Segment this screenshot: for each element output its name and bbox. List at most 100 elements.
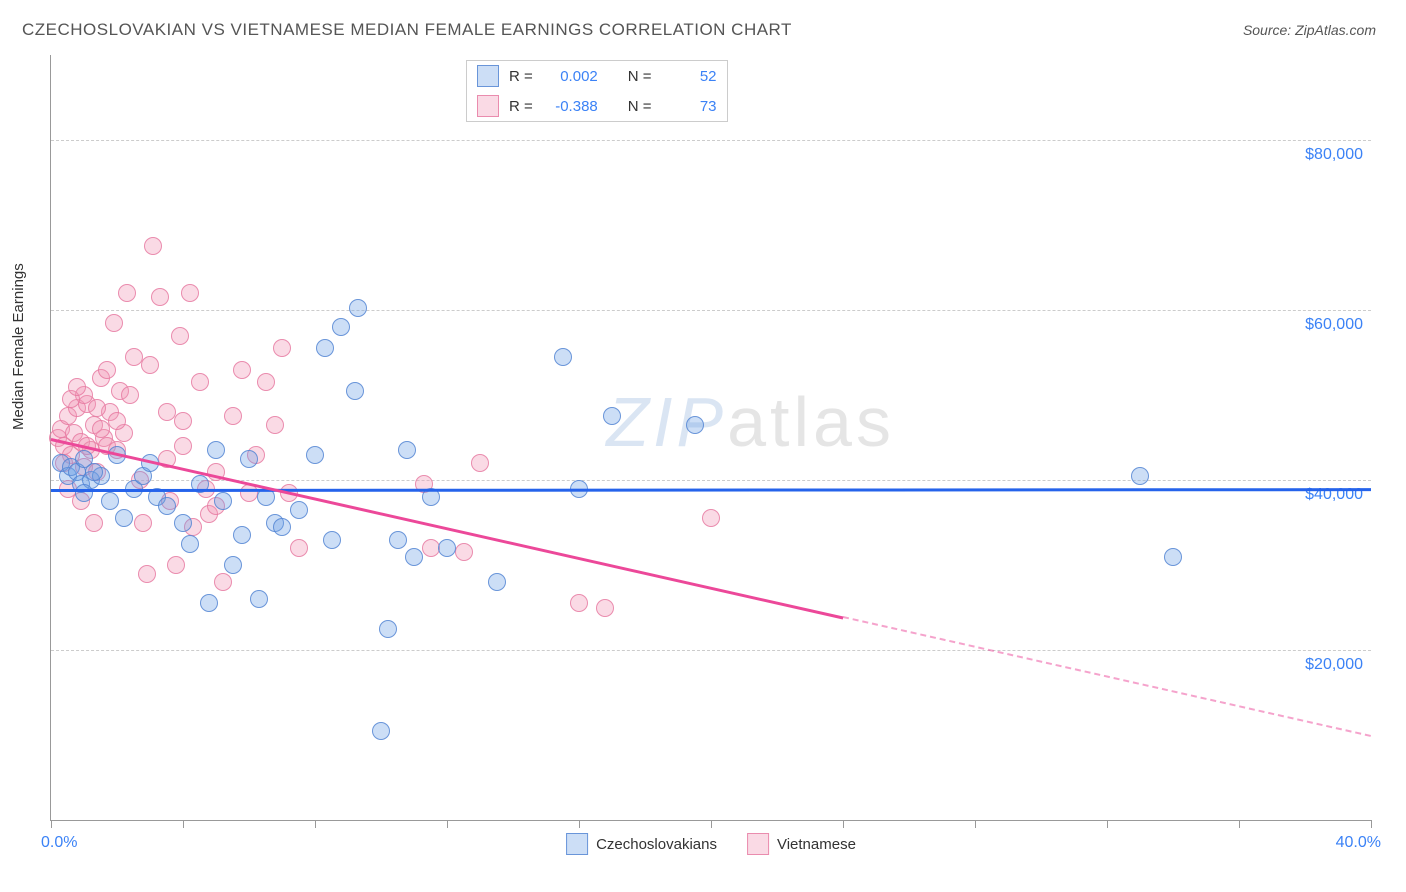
- stats-r-label: R =: [509, 98, 533, 115]
- scatter-point: [141, 356, 159, 374]
- scatter-point: [686, 416, 704, 434]
- y-tick-label: $20,000: [1305, 656, 1373, 674]
- scatter-point: [422, 539, 440, 557]
- watermark: ZIPatlas: [606, 382, 895, 462]
- chart-title: CZECHOSLOVAKIAN VS VIETNAMESE MEDIAN FEM…: [22, 20, 792, 40]
- scatter-point: [171, 327, 189, 345]
- scatter-point: [121, 386, 139, 404]
- scatter-point: [191, 373, 209, 391]
- scatter-point: [257, 373, 275, 391]
- scatter-point: [118, 284, 136, 302]
- y-axis-label: Median Female Earnings: [10, 263, 27, 430]
- scatter-point: [224, 556, 242, 574]
- scatter-point: [323, 531, 341, 549]
- scatter-point: [144, 237, 162, 255]
- legend-label: Czechoslovakians: [596, 836, 717, 853]
- legend-item: Vietnamese: [747, 833, 856, 855]
- scatter-point: [85, 463, 103, 481]
- scatter-point: [174, 514, 192, 532]
- trend-line: [843, 616, 1371, 737]
- scatter-point: [250, 590, 268, 608]
- scatter-point: [603, 407, 621, 425]
- x-tick: [579, 820, 580, 828]
- grid-line: [51, 650, 1371, 651]
- x-tick: [1239, 820, 1240, 828]
- scatter-point: [1164, 548, 1182, 566]
- scatter-point: [134, 514, 152, 532]
- scatter-point: [438, 539, 456, 557]
- stats-n-label: N =: [628, 68, 652, 85]
- scatter-point: [138, 565, 156, 583]
- stats-row: R =0.002N =52: [467, 61, 727, 91]
- legend-swatch-icon: [477, 95, 499, 117]
- scatter-point: [233, 361, 251, 379]
- legend-label: Vietnamese: [777, 836, 856, 853]
- legend-swatch-icon: [747, 833, 769, 855]
- scatter-point: [488, 573, 506, 591]
- x-tick: [447, 820, 448, 828]
- scatter-point: [125, 348, 143, 366]
- scatter-point: [346, 382, 364, 400]
- x-tick: [1371, 820, 1372, 828]
- trend-line: [51, 488, 1371, 491]
- scatter-point: [349, 299, 367, 317]
- legend-swatch-icon: [477, 65, 499, 87]
- scatter-point: [105, 314, 123, 332]
- x-axis-max-label: 40.0%: [1336, 834, 1381, 852]
- x-tick: [1107, 820, 1108, 828]
- grid-line: [51, 140, 1371, 141]
- watermark-atlas: atlas: [727, 383, 895, 461]
- scatter-point: [240, 450, 258, 468]
- scatter-point: [101, 492, 119, 510]
- x-tick: [51, 820, 52, 828]
- stats-n-value: 52: [662, 68, 717, 85]
- stats-n-label: N =: [628, 98, 652, 115]
- stats-n-value: 73: [662, 98, 717, 115]
- scatter-point: [389, 531, 407, 549]
- stats-row: R = -0.388 N = 73: [467, 91, 727, 121]
- scatter-point: [702, 509, 720, 527]
- scatter-point: [151, 288, 169, 306]
- scatter-point: [398, 441, 416, 459]
- scatter-point: [207, 441, 225, 459]
- watermark-zip: ZIP: [606, 383, 727, 461]
- stats-r-value: -0.388: [543, 98, 598, 115]
- y-tick-label: $80,000: [1305, 146, 1373, 164]
- x-axis-min-label: 0.0%: [41, 834, 77, 852]
- scatter-point: [554, 348, 572, 366]
- stats-box: R =0.002N =52R =-0.388N =73: [466, 60, 728, 122]
- trend-line: [51, 438, 844, 619]
- scatter-point: [455, 543, 473, 561]
- x-tick: [843, 820, 844, 828]
- scatter-point: [306, 446, 324, 464]
- x-tick: [711, 820, 712, 828]
- scatter-point: [273, 339, 291, 357]
- scatter-point: [108, 412, 126, 430]
- y-tick-label: $60,000: [1305, 316, 1373, 334]
- scatter-point: [85, 514, 103, 532]
- scatter-point: [158, 403, 176, 421]
- scatter-point: [405, 548, 423, 566]
- scatter-point: [233, 526, 251, 544]
- grid-line: [51, 480, 1371, 481]
- scatter-point: [266, 416, 284, 434]
- scatter-point: [273, 518, 291, 536]
- chart-plot-area: ZIPatlas R =0.002N =52R =-0.388N =73 Cze…: [50, 55, 1371, 821]
- scatter-point: [98, 361, 116, 379]
- legend: Czechoslovakians Vietnamese: [566, 833, 856, 855]
- scatter-point: [167, 556, 185, 574]
- scatter-point: [332, 318, 350, 336]
- scatter-point: [290, 539, 308, 557]
- scatter-point: [316, 339, 334, 357]
- scatter-point: [115, 509, 133, 527]
- scatter-point: [214, 573, 232, 591]
- stats-r-label: R =: [509, 68, 533, 85]
- legend-item: Czechoslovakians: [566, 833, 717, 855]
- scatter-point: [181, 535, 199, 553]
- x-tick: [975, 820, 976, 828]
- scatter-point: [75, 484, 93, 502]
- scatter-point: [88, 399, 106, 417]
- scatter-point: [174, 412, 192, 430]
- scatter-point: [92, 420, 110, 438]
- scatter-point: [158, 497, 176, 515]
